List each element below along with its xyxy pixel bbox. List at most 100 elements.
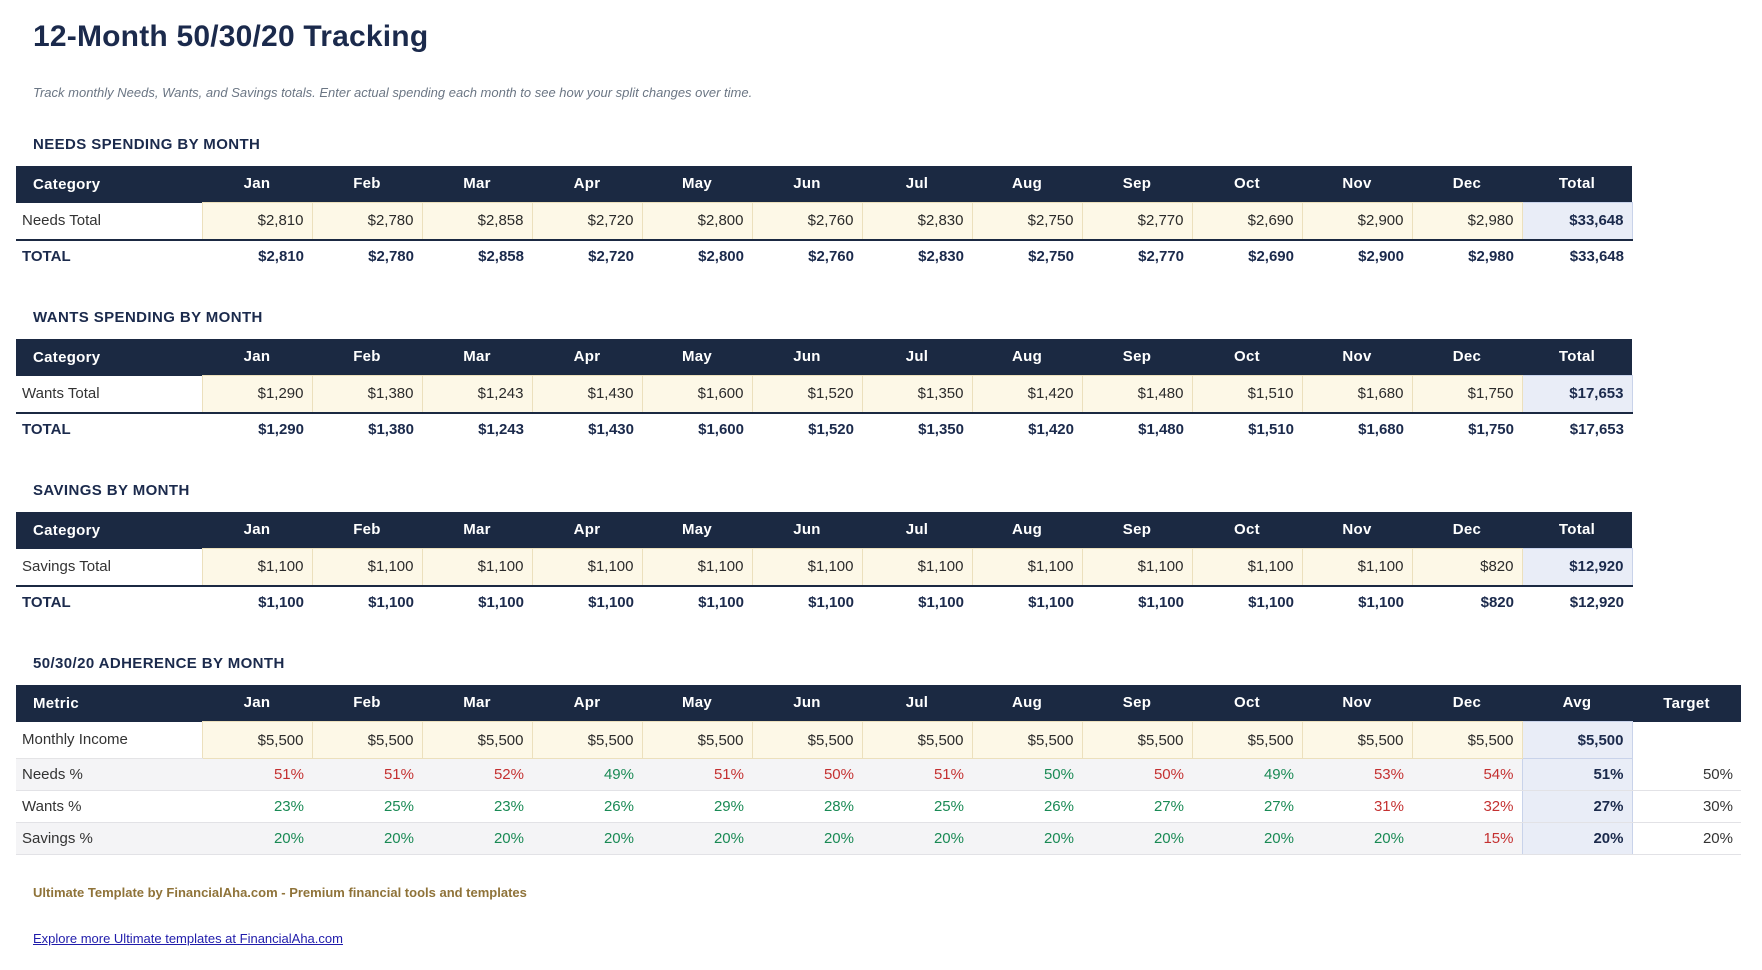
input-cell-nov[interactable]: $5,500: [1301, 721, 1413, 759]
input-cell-dec[interactable]: $5,500: [1411, 721, 1523, 759]
total-cell-nov: $1,680: [1302, 411, 1412, 446]
row-total-cell: $33,648: [1521, 202, 1633, 240]
input-cell-oct[interactable]: $5,500: [1191, 721, 1303, 759]
pct-cell-may: 20%: [642, 822, 752, 855]
input-cell-mar[interactable]: $1,243: [421, 375, 533, 413]
total-cell-mar: $2,858: [422, 238, 532, 273]
input-cell-nov[interactable]: $1,680: [1301, 375, 1413, 413]
input-cell-jan[interactable]: $1,100: [201, 548, 313, 586]
total-cell-feb: $1,380: [312, 411, 422, 446]
column-header-jan: Jan: [202, 165, 312, 203]
input-cell-aug[interactable]: $1,100: [971, 548, 1083, 586]
column-header-apr: Apr: [532, 684, 642, 722]
savings-table: Category Jan Feb Mar Apr May Jun Jul Aug Sep Oct No…: [16, 511, 1633, 619]
total-cell-sep: $1,480: [1082, 411, 1192, 446]
input-cell-sep[interactable]: $1,480: [1081, 375, 1193, 413]
input-cell-feb[interactable]: $1,100: [311, 548, 423, 586]
total-cell-aug: $2,750: [972, 238, 1082, 273]
total-cell-jul: $1,350: [862, 411, 972, 446]
pct-cell-nov: 53%: [1302, 758, 1412, 791]
input-cell-mar[interactable]: $2,858: [421, 202, 533, 240]
input-cell-jul[interactable]: $1,350: [861, 375, 973, 413]
pct-cell-apr: 26%: [532, 790, 642, 823]
input-cell-dec[interactable]: $2,980: [1411, 202, 1523, 240]
pct-cell-jun: 28%: [752, 790, 862, 823]
input-cell-jan[interactable]: $1,290: [201, 375, 313, 413]
input-cell-mar[interactable]: $1,100: [421, 548, 533, 586]
column-header-sep: Sep: [1082, 165, 1192, 203]
input-cell-may[interactable]: $1,100: [641, 548, 753, 586]
input-cell-apr[interactable]: $1,100: [531, 548, 643, 586]
input-cell-nov[interactable]: $2,900: [1301, 202, 1413, 240]
section-needs-spending: NEEDS SPENDING BY MONTH Category Jan Feb Ma…: [16, 136, 1746, 273]
total-cell-feb: $2,780: [312, 238, 422, 273]
column-header-jan: Jan: [202, 338, 312, 376]
total-cell-jul: $2,830: [862, 238, 972, 273]
input-cell-apr[interactable]: $5,500: [531, 721, 643, 759]
metric-row-savings: Savings % 20% 20% 20% 20% 20% 20% 20% 20% 20% 20% 2…: [16, 822, 1741, 855]
input-cell-may[interactable]: $5,500: [641, 721, 753, 759]
input-cell-mar[interactable]: $5,500: [421, 721, 533, 759]
input-cell-feb[interactable]: $1,380: [311, 375, 423, 413]
input-cell-jan[interactable]: $5,500: [201, 721, 313, 759]
column-header-oct: Oct: [1192, 165, 1302, 203]
pct-cell-apr: 49%: [532, 758, 642, 791]
column-header-nov: Nov: [1302, 511, 1412, 549]
footer-explore-link[interactable]: Explore more Ultimate templates at Finan…: [33, 931, 343, 946]
column-header-may: May: [642, 684, 752, 722]
input-cell-dec[interactable]: $820: [1411, 548, 1523, 586]
column-header-feb: Feb: [312, 684, 422, 722]
total-cell-nov: $1,100: [1302, 584, 1412, 619]
input-cell-sep[interactable]: $2,770: [1081, 202, 1193, 240]
column-header-target: Target: [1632, 684, 1741, 722]
input-cell-nov[interactable]: $1,100: [1301, 548, 1413, 586]
target-cell: 20%: [1632, 822, 1741, 855]
input-cell-jul[interactable]: $5,500: [861, 721, 973, 759]
input-cell-jun[interactable]: $5,500: [751, 721, 863, 759]
input-cell-jun[interactable]: $1,520: [751, 375, 863, 413]
input-cell-apr[interactable]: $1,430: [531, 375, 643, 413]
pct-cell-sep: 20%: [1082, 822, 1192, 855]
input-cell-apr[interactable]: $2,720: [531, 202, 643, 240]
input-cell-dec[interactable]: $1,750: [1411, 375, 1523, 413]
input-cell-may[interactable]: $2,800: [641, 202, 753, 240]
avg-cell: $5,500: [1521, 721, 1633, 759]
input-cell-aug[interactable]: $5,500: [971, 721, 1083, 759]
total-cell-dec: $2,980: [1412, 238, 1522, 273]
adherence-table: Metric Jan Feb Mar Apr May Jun Jul Aug Sep Oct Nov D…: [16, 684, 1741, 855]
input-cell-oct[interactable]: $1,100: [1191, 548, 1303, 586]
input-cell-jun[interactable]: $2,760: [751, 202, 863, 240]
column-header-feb: Feb: [312, 511, 422, 549]
column-header-nov: Nov: [1302, 338, 1412, 376]
input-cell-feb[interactable]: $2,780: [311, 202, 423, 240]
total-row: TOTAL $1,100 $1,100 $1,100 $1,100 $1,100 $1,10…: [16, 584, 1632, 619]
input-cell-jun[interactable]: $1,100: [751, 548, 863, 586]
input-cell-jul[interactable]: $1,100: [861, 548, 973, 586]
input-cell-feb[interactable]: $5,500: [311, 721, 423, 759]
input-cell-oct[interactable]: $1,510: [1191, 375, 1303, 413]
input-cell-jul[interactable]: $2,830: [861, 202, 973, 240]
total-row-label: TOTAL: [16, 238, 202, 273]
column-header-dec: Dec: [1412, 684, 1522, 722]
pct-cell-dec: 15%: [1412, 822, 1522, 855]
column-header-category: Category: [16, 511, 202, 549]
input-cell-may[interactable]: $1,600: [641, 375, 753, 413]
input-cell-oct[interactable]: $2,690: [1191, 202, 1303, 240]
total-cell-jan: $1,100: [202, 584, 312, 619]
input-cell-sep[interactable]: $1,100: [1081, 548, 1193, 586]
total-cell-may: $1,600: [642, 411, 752, 446]
column-header-mar: Mar: [422, 165, 532, 203]
data-row: Savings Total $1,100 $1,100 $1,100 $1,100 $1,…: [16, 548, 1633, 586]
input-cell-sep[interactable]: $5,500: [1081, 721, 1193, 759]
pct-cell-aug: 50%: [972, 758, 1082, 791]
column-header-oct: Oct: [1192, 338, 1302, 376]
column-header-metric: Metric: [16, 684, 202, 722]
pct-cell-sep: 50%: [1082, 758, 1192, 791]
column-header-sep: Sep: [1082, 338, 1192, 376]
input-cell-aug[interactable]: $2,750: [971, 202, 1083, 240]
input-cell-jan[interactable]: $2,810: [201, 202, 313, 240]
input-cell-aug[interactable]: $1,420: [971, 375, 1083, 413]
target-cell: 30%: [1632, 790, 1741, 823]
column-header-dec: Dec: [1412, 511, 1522, 549]
total-row: TOTAL $1,290 $1,380 $1,243 $1,430 $1,600 $1,52…: [16, 411, 1632, 446]
